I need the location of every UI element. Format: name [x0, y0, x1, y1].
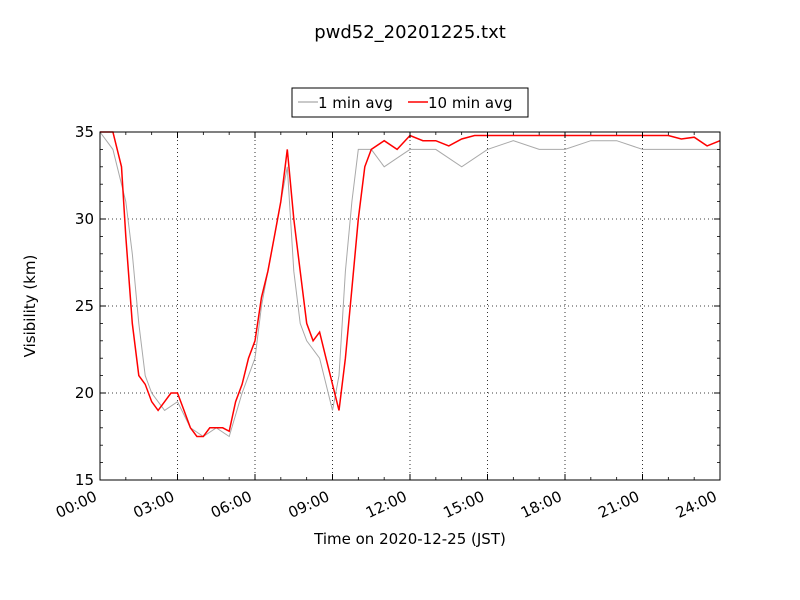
chart-title: pwd52_20201225.txt: [314, 22, 506, 43]
legend-label-10-min-avg: 10 min avg: [428, 94, 513, 112]
legend: 1 min avg 10 min avg: [291, 87, 529, 118]
axis-ticks: [99, 131, 721, 481]
series-line-10-min-avg: [100, 131, 721, 438]
y-tick-labels: 15 20 25 30 35: [75, 123, 94, 489]
y-axis-title: Visibility (km): [21, 255, 39, 358]
legend-label-1-min-avg: 1 min avg: [318, 94, 393, 112]
y-tick-label: 35: [75, 123, 94, 141]
grid: [100, 132, 720, 480]
series-line-1-min-avg: [99, 131, 720, 438]
y-tick-label: 20: [75, 384, 94, 402]
y-tick-label: 30: [75, 210, 94, 228]
y-tick-label: 25: [75, 297, 94, 315]
y-tick-label: 15: [75, 471, 94, 489]
x-axis-title: Time on 2020-12-25 (JST): [313, 530, 506, 548]
series-layer: [99, 131, 721, 438]
